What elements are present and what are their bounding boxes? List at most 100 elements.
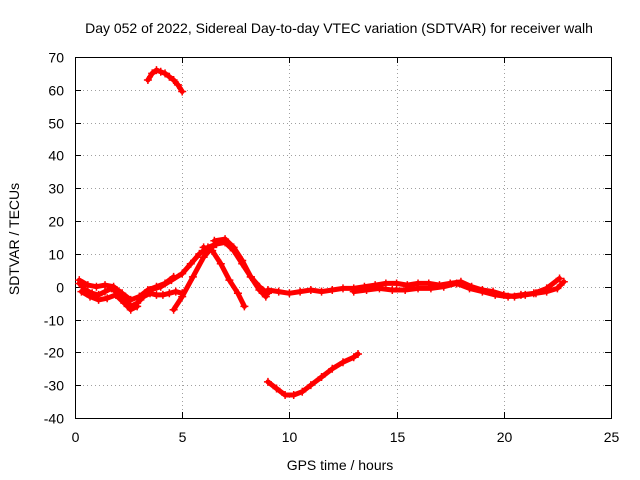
data-point bbox=[111, 290, 120, 299]
y-tick-label: 10 bbox=[48, 247, 64, 263]
data-point bbox=[173, 80, 182, 89]
data-point bbox=[274, 287, 283, 296]
data-point bbox=[375, 284, 384, 293]
data-point bbox=[439, 282, 448, 291]
data-point bbox=[401, 286, 410, 295]
data-point bbox=[120, 299, 129, 308]
data-point bbox=[328, 364, 337, 373]
data-point bbox=[169, 305, 178, 314]
data-point bbox=[156, 67, 165, 76]
data-point bbox=[306, 381, 315, 390]
data-point bbox=[199, 243, 208, 252]
data-point bbox=[289, 391, 298, 400]
data-point bbox=[349, 353, 358, 362]
y-tick-label: -10 bbox=[44, 313, 64, 329]
data-point bbox=[133, 302, 142, 311]
data-point bbox=[167, 276, 176, 285]
data-point bbox=[246, 272, 255, 281]
data-point bbox=[208, 243, 217, 252]
data-point bbox=[542, 284, 551, 293]
data-point bbox=[298, 387, 307, 396]
plot-frame bbox=[75, 57, 612, 419]
data-point bbox=[388, 286, 397, 295]
data-point bbox=[263, 377, 272, 386]
series-dip-arc bbox=[263, 350, 363, 400]
x-axis-label: GPS time / hours bbox=[287, 457, 394, 473]
data-point bbox=[103, 294, 112, 303]
data-point bbox=[238, 256, 247, 265]
data-point bbox=[392, 279, 401, 288]
data-point bbox=[83, 281, 92, 290]
data-point bbox=[229, 243, 238, 252]
data-point bbox=[158, 290, 167, 299]
data-point bbox=[178, 269, 187, 278]
data-point bbox=[255, 286, 264, 295]
chart-title: Day 052 of 2022, Sidereal Day-to-day VTE… bbox=[85, 20, 593, 36]
series-arc-peak-top bbox=[143, 66, 187, 96]
data-point bbox=[339, 358, 347, 367]
data-point bbox=[349, 287, 358, 296]
data-point bbox=[75, 276, 84, 285]
data-point bbox=[126, 295, 135, 304]
series-line bbox=[265, 351, 361, 398]
data-point bbox=[210, 236, 219, 245]
x-tick-label: 25 bbox=[604, 429, 620, 445]
data-point bbox=[146, 286, 155, 295]
data-point bbox=[362, 286, 371, 295]
data-point bbox=[118, 289, 127, 298]
data-point bbox=[559, 277, 568, 286]
data-point bbox=[135, 292, 144, 301]
data-point bbox=[126, 305, 135, 314]
data-point bbox=[339, 284, 347, 293]
data-point bbox=[233, 289, 242, 298]
x-tick-label: 20 bbox=[497, 429, 513, 445]
data-point bbox=[186, 259, 195, 268]
data-point bbox=[553, 284, 562, 293]
data-point bbox=[92, 282, 101, 291]
data-point bbox=[195, 249, 204, 258]
data-series bbox=[75, 66, 568, 400]
series-bump-branch-d bbox=[169, 243, 217, 314]
data-point bbox=[240, 302, 249, 311]
data-point bbox=[354, 350, 363, 359]
x-tick-label: 5 bbox=[179, 429, 187, 445]
y-tick-label: 0 bbox=[56, 280, 64, 296]
data-point bbox=[285, 289, 294, 298]
y-axis-label: SDTVAR / TECUs bbox=[6, 183, 22, 295]
data-point bbox=[178, 87, 187, 96]
data-point bbox=[478, 287, 487, 296]
data-point bbox=[504, 292, 513, 301]
data-point bbox=[414, 284, 423, 293]
data-point bbox=[491, 290, 500, 299]
data-point bbox=[143, 75, 152, 84]
y-tick-label: -30 bbox=[44, 378, 64, 394]
x-tick-label: 15 bbox=[390, 429, 406, 445]
data-point bbox=[94, 295, 103, 304]
data-point bbox=[188, 272, 197, 281]
data-point bbox=[272, 384, 281, 393]
data-point bbox=[555, 274, 564, 283]
data-point bbox=[516, 290, 525, 299]
y-tick-label: 60 bbox=[48, 83, 64, 99]
data-point bbox=[225, 276, 234, 285]
data-point bbox=[296, 287, 305, 296]
data-point bbox=[328, 286, 337, 295]
data-point bbox=[169, 75, 178, 84]
data-point bbox=[221, 235, 230, 244]
y-tick-label: 20 bbox=[48, 214, 64, 230]
data-point bbox=[165, 289, 174, 298]
axis-ticks: -40 -30 -20 -10 0 10 20 30 40 50 60 70 0 5 10 15 20 25 bbox=[44, 50, 620, 446]
data-point bbox=[261, 292, 270, 301]
y-tick-label: 50 bbox=[48, 116, 64, 132]
data-point bbox=[165, 72, 174, 81]
data-point bbox=[161, 69, 170, 78]
data-point bbox=[152, 66, 161, 75]
data-point bbox=[171, 287, 180, 296]
data-point bbox=[529, 289, 538, 298]
data-point bbox=[263, 286, 272, 295]
y-tick-label: 70 bbox=[48, 50, 64, 66]
series-baseline-mid-late-b bbox=[349, 274, 564, 301]
data-point bbox=[86, 292, 95, 301]
y-tick-label: -40 bbox=[44, 411, 64, 427]
